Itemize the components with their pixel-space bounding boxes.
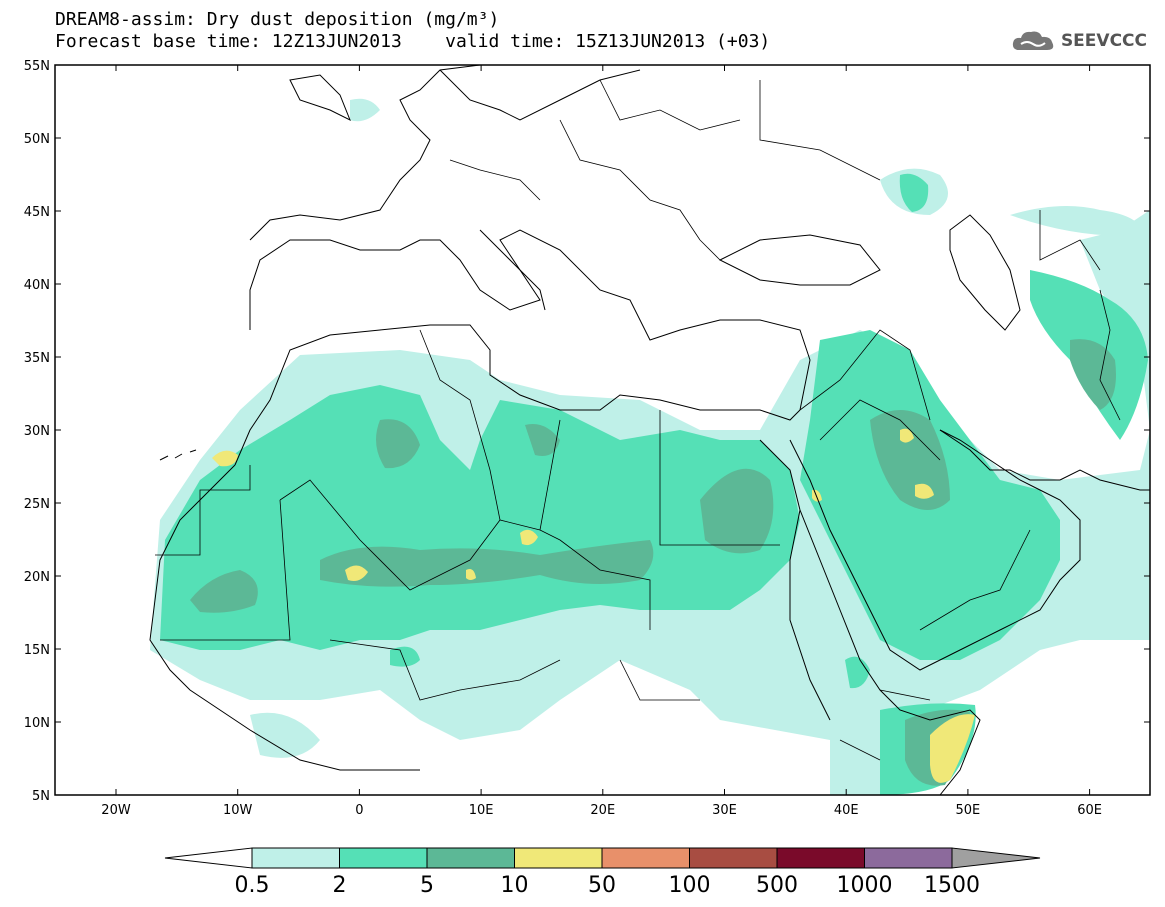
dust-contour-dark xyxy=(190,570,258,613)
colorbar-label: 10 xyxy=(501,873,529,898)
colorbar-label: 50 xyxy=(588,873,616,898)
colorbar-segment xyxy=(776,847,865,869)
lat-tick-label: 20N xyxy=(24,570,50,585)
colorbar-segment xyxy=(339,847,428,869)
country-borders xyxy=(155,79,1121,761)
lon-tick-label: 10E xyxy=(469,803,494,818)
colorbar-label: 1000 xyxy=(837,873,893,898)
lon-tick-label: 20E xyxy=(590,803,615,818)
lon-tick-label: 10W xyxy=(223,803,253,818)
dust-contour-dark xyxy=(700,468,774,554)
dust-contour-dark xyxy=(320,540,654,587)
dust-contour-mid xyxy=(845,656,870,689)
lat-tick-label: 50N xyxy=(24,132,50,147)
dust-contour-dark xyxy=(525,424,560,456)
dust-contour-yellow xyxy=(520,529,538,546)
colorbar-segment xyxy=(514,847,603,869)
colorbar-label: 1500 xyxy=(924,873,980,898)
longitude-axis: 20W 10W 0 10E 20E 30E 40E 50E 60E xyxy=(101,65,1102,818)
lat-tick-label: 5N xyxy=(32,789,50,804)
colorbar-label: 2 xyxy=(333,873,347,898)
colorbar-segment xyxy=(601,847,690,869)
seevccc-logo: SEEVCCC xyxy=(1011,28,1147,54)
dust-contour-yellow xyxy=(915,483,934,499)
lat-tick-label: 35N xyxy=(24,351,50,366)
lon-tick-label: 40E xyxy=(834,803,859,818)
dust-contour-yellow xyxy=(930,714,975,783)
dust-contour-yellow xyxy=(900,428,914,443)
dust-contour-mid xyxy=(899,173,929,212)
colorbar-segment xyxy=(251,847,340,869)
dust-contour-dark xyxy=(376,419,420,469)
lat-tick-label: 15N xyxy=(24,643,50,658)
lon-tick-label: 30E xyxy=(712,803,737,818)
lon-tick-label: 20W xyxy=(101,803,131,818)
dust-contour-yellow xyxy=(466,569,476,580)
map-title: DREAM8-assim: Dry dust deposition (mg/m³… xyxy=(55,9,500,30)
colorbar-over-arrow xyxy=(951,847,1041,869)
lat-tick-label: 40N xyxy=(24,278,50,293)
lat-tick-label: 55N xyxy=(24,59,50,74)
dust-deposition-field xyxy=(150,98,1150,795)
dust-contour-yellow xyxy=(345,565,368,581)
colorbar-segment xyxy=(426,847,515,869)
lon-tick-label: 60E xyxy=(1077,803,1102,818)
dust-contour-mid xyxy=(160,385,800,650)
lat-tick-label: 45N xyxy=(24,205,50,220)
lat-tick-label: 30N xyxy=(24,424,50,439)
dust-contour-light xyxy=(250,712,320,758)
colorbar-segment xyxy=(689,847,778,869)
cloud-icon xyxy=(1012,31,1054,50)
dust-contour-yellow xyxy=(812,489,822,502)
lat-tick-label: 25N xyxy=(24,497,50,512)
lon-tick-label: 0 xyxy=(355,803,363,818)
dust-contour-dark xyxy=(870,410,950,510)
colorbar-label: 5 xyxy=(420,873,434,898)
lat-tick-label: 10N xyxy=(24,716,50,731)
dust-contour-light xyxy=(1010,206,1145,236)
dust-contour-light xyxy=(350,98,380,122)
colorbar-label: 0.5 xyxy=(235,873,270,898)
dust-contour-yellow xyxy=(212,450,238,467)
map-subtitle: Forecast base time: 12Z13JUN2013 valid t… xyxy=(55,31,771,52)
colorbar-label: 500 xyxy=(756,873,798,898)
dust-contour-mid xyxy=(390,646,420,667)
colorbar-under-arrow xyxy=(164,847,253,869)
lon-tick-label: 50E xyxy=(956,803,981,818)
logo-text: SEEVCCC xyxy=(1060,31,1147,51)
colorbar-segment xyxy=(864,847,953,869)
coastlines xyxy=(149,65,1150,795)
latitude-axis: 55N 50N 45N 40N 35N 30N 25N 20N 15N 10N 5N xyxy=(24,59,1150,804)
colorbar: 0.5 2 5 10 50 100 500 1000 1500 xyxy=(164,847,1041,898)
colorbar-label: 100 xyxy=(669,873,711,898)
